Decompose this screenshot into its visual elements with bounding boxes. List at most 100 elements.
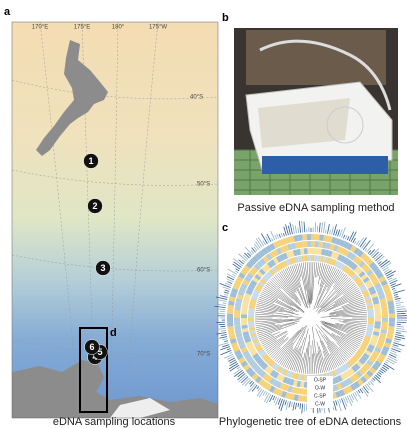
outer-tick — [345, 235, 347, 239]
branch — [320, 341, 332, 370]
branch — [263, 332, 288, 346]
tree-ring-segment — [303, 389, 307, 395]
tree-ring-segment — [382, 310, 388, 314]
outer-tick — [304, 404, 305, 412]
outer-tick — [371, 380, 374, 383]
outer-tick — [263, 391, 266, 396]
tree-ring-segment — [307, 241, 311, 247]
outer-tick — [285, 400, 286, 405]
outer-tick — [340, 399, 341, 403]
tree-ring-segment — [368, 321, 374, 325]
outer-tick — [223, 303, 226, 304]
panel-label: b — [222, 12, 229, 24]
branch — [267, 339, 284, 352]
branch — [301, 353, 305, 374]
outer-tick — [273, 396, 275, 400]
outer-tick — [374, 377, 381, 383]
tree-ring-segment — [382, 314, 388, 318]
outer-tick — [373, 252, 379, 258]
branch — [271, 279, 281, 289]
branch — [277, 327, 304, 362]
longitude-label: 175°E — [74, 25, 90, 31]
outer-tick — [395, 296, 399, 297]
tree-ring-segment — [389, 318, 395, 322]
outer-tick — [370, 249, 375, 255]
branch — [261, 336, 275, 343]
outer-tick — [227, 348, 231, 349]
outer-tick — [396, 305, 401, 306]
site-number: 2 — [92, 201, 97, 211]
outer-tick — [238, 372, 244, 377]
outer-tick — [298, 228, 299, 233]
branch — [299, 357, 302, 372]
branch — [335, 288, 358, 303]
outer-tick — [220, 350, 231, 354]
tree-ring-segment — [248, 318, 254, 321]
tree-ring-segment — [304, 255, 308, 261]
ring-label: O-W — [315, 385, 326, 391]
branch — [285, 326, 307, 368]
outer-tick — [237, 367, 240, 369]
panel-label: a — [4, 6, 11, 18]
outer-tick — [229, 352, 232, 353]
outer-tick — [259, 390, 264, 397]
site-number: 3 — [100, 263, 105, 273]
branch — [334, 272, 342, 284]
tree-ring-segment — [382, 322, 388, 326]
outer-tick — [229, 362, 236, 366]
outer-tick — [397, 311, 407, 312]
outer-tick — [394, 294, 398, 295]
tree-ring-segment — [302, 234, 307, 240]
longitude-label: 180° — [112, 25, 125, 31]
outer-tick — [393, 290, 397, 291]
branch — [268, 282, 304, 312]
outer-tick — [265, 392, 267, 395]
tree-ring-segment — [302, 396, 307, 402]
outer-tick — [392, 288, 395, 289]
phylogenetic-tree: O-SPO-WC-SPC-W — [214, 221, 407, 414]
outer-tick — [221, 335, 226, 336]
branch — [309, 357, 310, 374]
tree-ring-segment — [311, 255, 314, 261]
outer-tick — [224, 294, 228, 295]
outer-tick — [355, 392, 357, 396]
outer-tick — [336, 400, 338, 405]
outer-tick — [251, 250, 254, 253]
branch — [303, 348, 307, 373]
outer-tick — [250, 381, 253, 384]
branch — [323, 351, 330, 371]
outer-tick — [219, 337, 227, 339]
outer-tick — [341, 227, 345, 237]
outer-tick — [397, 326, 405, 327]
tree-ring-segment — [241, 318, 247, 322]
outer-tick — [227, 282, 232, 284]
tree-ring-segment — [375, 321, 381, 325]
outer-tick — [225, 283, 231, 286]
outer-tick — [358, 390, 360, 393]
branch — [269, 339, 288, 356]
tree-ring-segment — [375, 314, 381, 318]
outer-tick — [221, 330, 226, 331]
outer-tick — [356, 391, 361, 398]
outer-tick — [396, 328, 404, 329]
outer-tick — [330, 230, 331, 234]
outer-tick — [386, 360, 394, 364]
outer-tick — [379, 260, 387, 266]
outer-tick — [394, 341, 400, 343]
outer-tick — [395, 339, 401, 341]
branch — [294, 337, 305, 371]
branch — [318, 282, 354, 312]
outer-tick — [378, 372, 381, 375]
panel-label: c — [222, 222, 228, 234]
tree-ring-segment — [389, 322, 395, 327]
branch — [322, 322, 364, 336]
ring-label: C-W — [315, 401, 325, 407]
outer-tick — [235, 271, 238, 273]
outer-tick — [395, 301, 400, 302]
outer-tick — [385, 362, 388, 364]
outer-tick — [304, 222, 305, 233]
outer-tick — [224, 341, 228, 342]
outer-tick — [222, 345, 229, 347]
outer-tick — [396, 332, 401, 333]
outer-tick — [295, 226, 296, 234]
